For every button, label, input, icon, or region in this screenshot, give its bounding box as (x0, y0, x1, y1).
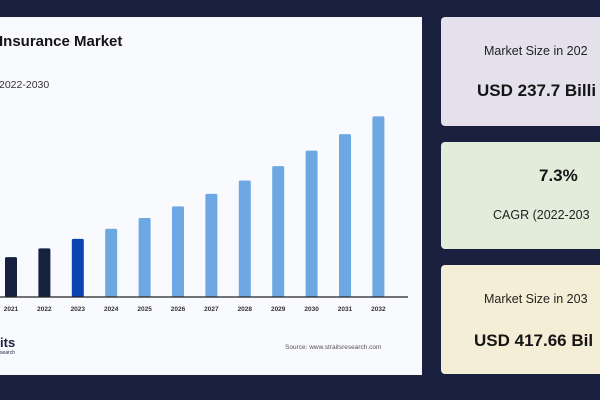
chart-subtitle: 2022-2030 (0, 79, 50, 91)
bar-2029 (272, 166, 285, 297)
card-label: Market Size in 202 (484, 44, 588, 58)
market-size-2030-card: Market Size in 203 USD 417.66 Bil (441, 265, 600, 374)
x-tick-label: 2026 (171, 306, 186, 313)
bar-2027 (205, 193, 218, 297)
x-tick-label: 2028 (238, 306, 253, 313)
bar-2022 (38, 248, 51, 297)
card-value: USD 417.66 Bil (474, 331, 594, 350)
bar-2025 (138, 217, 151, 297)
bar-2030 (305, 150, 318, 297)
card-value: 7.3% (539, 166, 578, 185)
brand-logo: its search (0, 335, 15, 357)
x-tick-label: 2032 (371, 306, 386, 313)
card-value: USD 237.7 Billi (477, 81, 597, 100)
card-label: CAGR (2022-203 (493, 208, 590, 222)
x-tick-label: 2024 (104, 306, 119, 313)
bar-2021 (5, 257, 17, 297)
bar-2031 (339, 134, 351, 297)
x-tick-label: 2030 (304, 306, 319, 313)
bar-2023 (71, 238, 84, 297)
source-note: Source: www.straitsresearch.com (285, 344, 382, 351)
bar-2026 (172, 206, 184, 297)
x-tick-label: 2027 (204, 306, 219, 313)
x-tick-label: 2031 (338, 306, 353, 313)
chart-panel: Insurance Market 2022-2030 2021 2022 2023 2… (0, 17, 422, 375)
bar-chart: 2021 2022 2023 2024 2025 2026 2027 2028 2029 2030… (0, 116, 408, 313)
chart-title: Insurance Market (0, 33, 123, 50)
x-tick-label: 2023 (71, 306, 86, 313)
bar-2024 (105, 228, 118, 297)
x-tick-label: 2029 (271, 306, 286, 313)
x-tick-label: 2021 (4, 306, 19, 313)
bar-2028 (238, 180, 251, 297)
bar-2032 (372, 116, 385, 297)
x-tick-label: 2025 (137, 306, 152, 313)
cagr-card: 7.3% CAGR (2022-203 (441, 142, 600, 249)
market-size-2022-card: Market Size in 202 USD 237.7 Billi (441, 17, 600, 126)
x-tick-label: 2022 (37, 306, 52, 313)
card-label: Market Size in 203 (484, 292, 588, 306)
logo-subtext: search (0, 350, 16, 356)
logo-text: its (0, 335, 16, 350)
